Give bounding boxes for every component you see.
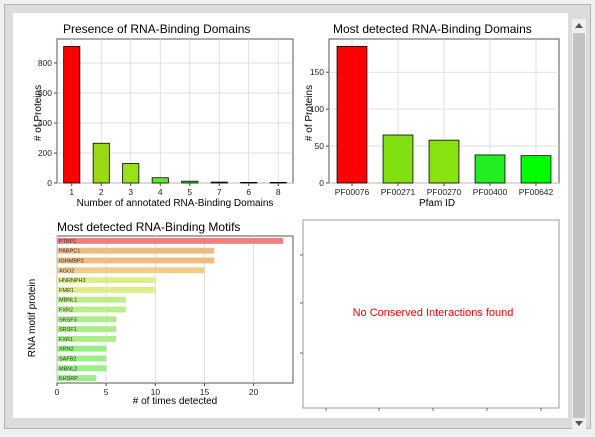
bar-7 xyxy=(210,181,228,184)
x-tick-label: 10 xyxy=(151,387,161,397)
x-tick-label: PF00400 xyxy=(473,187,508,197)
conserved-interactions-panel: No Conserved Interactions found xyxy=(300,219,560,411)
bar-4 xyxy=(151,177,169,184)
scroll-up-arrow[interactable] xyxy=(572,19,586,31)
bar-MBNL2 xyxy=(57,365,107,372)
bar-FXR1 xyxy=(57,335,116,342)
bar-label: SRSF1 xyxy=(59,327,77,333)
bar-label: AGO2 xyxy=(59,268,74,274)
x-tick-label: 2 xyxy=(99,187,104,197)
x-tick-label: PF00642 xyxy=(519,187,554,197)
bar-MBNL1 xyxy=(57,296,126,303)
bar-PABPC1 xyxy=(57,247,215,254)
y-tick-label: 400 xyxy=(38,118,52,128)
chart-rbd-top: 0 50 100 150 PF00076 PF00271 PF00270 PF00400 PF0… xyxy=(304,22,560,209)
bar-label: FXR2 xyxy=(59,308,73,314)
bar-8 xyxy=(269,181,287,184)
bar-label: FMR1 xyxy=(59,288,74,294)
y-tick-label: 0 xyxy=(319,178,324,188)
bar-label: IGHMBP2 xyxy=(59,259,84,265)
bar-label: SRSF3 xyxy=(59,317,77,323)
x-tick-label: 3 xyxy=(128,187,133,197)
bar-SRSF3 xyxy=(57,316,116,323)
bar-SRSF1 xyxy=(57,326,116,333)
bar-IGHMBP2 xyxy=(57,257,215,264)
chart-title: Most detected RNA-Binding Motifs xyxy=(57,220,240,234)
x-axis-label: Pfam ID xyxy=(419,198,455,209)
bar-label: PABPC1 xyxy=(59,249,80,255)
bar-AGO2 xyxy=(57,267,205,274)
x-tick-label: 5 xyxy=(104,387,109,397)
empty-plot-frame xyxy=(302,219,560,409)
scroll-down-arrow[interactable] xyxy=(572,417,586,429)
x-tick-label: 5 xyxy=(187,187,192,197)
chevron-down-icon xyxy=(575,420,583,426)
x-tick-label: PF00271 xyxy=(381,187,416,197)
bar-label: PTBP1 xyxy=(59,239,76,245)
bar-label: XRN2 xyxy=(59,347,74,353)
x-axis-label: Number of annotated RNA-Binding Domains xyxy=(77,198,274,209)
y-tick-label: 100 xyxy=(310,104,324,114)
bar-1 xyxy=(63,46,81,184)
bar-6 xyxy=(240,181,258,184)
x-axis-label: # of times detected xyxy=(133,396,218,407)
chart-title: Presence of RNA-Binding Domains xyxy=(63,22,250,36)
y-axis-label: RNA motif protein xyxy=(27,279,38,357)
plot-area xyxy=(56,38,294,184)
y-tick-label: 50 xyxy=(315,141,325,151)
y-axis-label: # of Proteins xyxy=(33,85,44,141)
bar-2 xyxy=(92,142,110,184)
chart-rbd-presence: 0 200 400 600 800 1 2 3 4 5 7 6 8 Presence of RNA-Bin… xyxy=(33,22,294,209)
bar-PF00400 xyxy=(474,154,506,184)
x-tick-label: 8 xyxy=(276,187,281,197)
bar-label: KHSRP xyxy=(59,376,78,382)
bar-label: FXR1 xyxy=(59,337,73,343)
x-tick-label: 0 xyxy=(55,387,60,397)
bar-label: HNRNPH3 xyxy=(59,278,86,284)
chevron-up-icon xyxy=(575,22,583,28)
vertical-scrollbar[interactable] xyxy=(572,19,586,429)
x-tick-label: 20 xyxy=(249,387,259,397)
bar-PF00271 xyxy=(382,134,414,184)
no-interactions-message: No Conserved Interactions found xyxy=(353,307,514,319)
x-tick-label: 4 xyxy=(158,187,163,197)
bar-HNRNPH3 xyxy=(57,277,156,284)
bar-3 xyxy=(122,163,140,184)
bar-PF00642 xyxy=(520,155,552,184)
bar-XRN2 xyxy=(57,345,107,352)
bar-label: SAFB2 xyxy=(59,357,76,363)
scrollbar-thumb[interactable] xyxy=(573,33,585,418)
bar-label: MBNL1 xyxy=(59,298,77,304)
bar-PF00270 xyxy=(428,139,460,184)
x-tick-label: PF00270 xyxy=(427,187,462,197)
bar-FMR1 xyxy=(57,286,156,293)
y-tick-label: 600 xyxy=(38,88,52,98)
chart-title: Most detected RNA-Binding Domains xyxy=(333,22,532,36)
y-tick-label: 0 xyxy=(47,178,52,188)
app-window: 0 200 400 600 800 1 2 3 4 5 7 6 8 Presence of RNA-Bin… xyxy=(4,4,591,429)
x-tick-label: 15 xyxy=(200,387,210,397)
x-tick-label: PF00076 xyxy=(335,187,370,197)
x-tick-label: 6 xyxy=(246,187,251,197)
y-tick-label: 200 xyxy=(38,148,52,158)
chart-rbm-top: 0 5 10 15 20 PTBP1 PABPC1 IGHMBP2 AGO2 HNRNPH3 FMR… xyxy=(27,220,294,407)
y-tick-label: 150 xyxy=(310,67,324,77)
y-tick-label: 800 xyxy=(38,58,52,68)
y-axis-label: # of Proteins xyxy=(304,85,315,141)
x-tick-label: 1 xyxy=(69,187,74,197)
bar-SAFB2 xyxy=(57,355,107,362)
bar-KHSRP xyxy=(57,375,97,382)
bar-label: MBNL2 xyxy=(59,366,77,372)
bar-5 xyxy=(181,180,199,184)
bar-PTBP1 xyxy=(57,237,284,244)
bar-FXR2 xyxy=(57,306,126,313)
bar-PF00076 xyxy=(336,45,368,184)
x-tick-label: 7 xyxy=(217,187,222,197)
plots-panel: 0 200 400 600 800 1 2 3 4 5 7 6 8 Presence of RNA-Bin… xyxy=(13,13,568,418)
